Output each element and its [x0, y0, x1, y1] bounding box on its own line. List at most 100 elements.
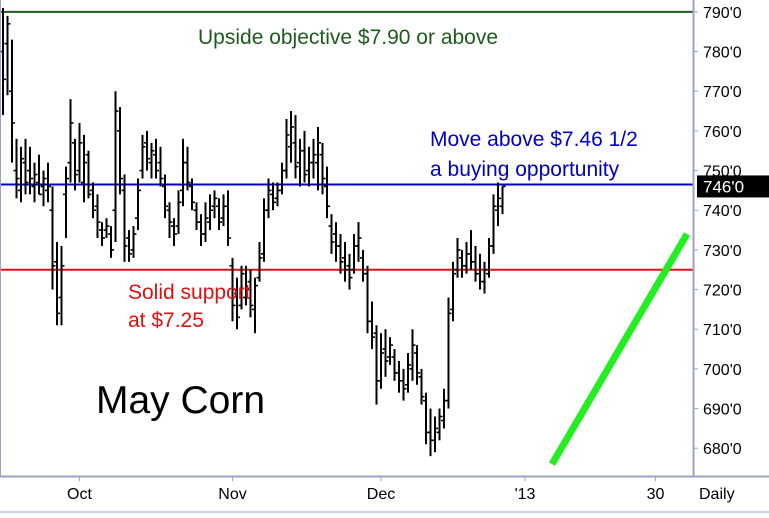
price-bar: [454, 238, 461, 278]
price-axis-tick-label: 710'0: [703, 322, 742, 339]
price-bar: [445, 297, 452, 409]
price-axis-tick-label: 770'0: [703, 84, 742, 101]
uptrend-line: [548, 232, 691, 466]
annotation-labels-layer: May Corn Upside objective $7.90 or above…: [96, 26, 638, 422]
price-bar: [148, 142, 155, 179]
last-price-label: 746'0: [703, 177, 744, 196]
price-bar: [9, 39, 15, 163]
price-bar: [301, 130, 308, 183]
price-bar: [18, 146, 24, 203]
price-bar: [211, 190, 218, 219]
price-bar: [499, 185, 506, 215]
price-bar: [418, 368, 425, 405]
price-bar: [328, 214, 335, 254]
time-axis-tick-label: Dec: [367, 486, 395, 503]
price-bar: [175, 190, 182, 235]
time-axis-tick-label: Nov: [218, 486, 246, 503]
price-bar: [103, 218, 110, 238]
price-bar: [310, 138, 317, 179]
price-bar: [247, 269, 254, 318]
price-bar: [495, 182, 501, 227]
price-bar: [36, 154, 42, 196]
price-bar: [432, 416, 438, 453]
price-bar: [202, 202, 209, 242]
price-bar: [40, 170, 47, 207]
price-bar: [342, 241, 348, 282]
price-bar: [49, 186, 56, 290]
frequency-label: Daily: [699, 486, 735, 503]
price-bar: [436, 408, 443, 441]
price-bar: [63, 166, 69, 238]
price-axis-tick-label: 690'0: [703, 402, 742, 419]
price-bar: [126, 230, 132, 262]
price-bar: [72, 138, 78, 191]
price-axis-tick-label: 780'0: [703, 45, 742, 62]
price-bar: [324, 166, 330, 219]
price-bar: [355, 222, 362, 262]
price-bar: [238, 265, 245, 310]
price-bar: [76, 122, 83, 183]
price-bar: [225, 190, 231, 246]
price-bar: [207, 194, 213, 231]
price-bar: [252, 277, 258, 334]
price-bar: [94, 194, 101, 238]
price-bar: [166, 202, 173, 238]
price-bar: [405, 353, 411, 393]
price-axis-tick-label: 760'0: [703, 124, 742, 141]
reference-line-label-2: at $7.25: [128, 309, 204, 332]
price-bar: [283, 119, 290, 179]
price-bar: [243, 265, 249, 306]
price-bar: [265, 178, 272, 219]
price-bar: [31, 162, 38, 203]
reference-line-label-1: a buying opportunity: [430, 158, 620, 181]
price-bar: [90, 182, 96, 219]
price-bar: [229, 257, 236, 322]
price-bar: [108, 226, 114, 258]
chart-title: May Corn: [96, 379, 265, 422]
price-bar: [409, 329, 416, 381]
price-bar: [400, 368, 407, 401]
price-bar: [99, 222, 105, 246]
price-bar: [378, 333, 384, 389]
last-price-badge: [697, 175, 769, 198]
price-axis-tick-label: 790'0: [703, 5, 742, 22]
price-bar: [216, 198, 222, 231]
price-bar: [189, 178, 195, 211]
price-bar: [112, 91, 119, 242]
trendline-layer: [548, 232, 691, 466]
price-bar: [319, 142, 326, 195]
price-bar: [292, 115, 299, 179]
price-bar: [382, 329, 389, 377]
last-price-marker: 746'0: [697, 175, 769, 198]
price-bar: [315, 126, 321, 191]
reference-line-label-0: Upside objective $7.90 or above: [198, 26, 498, 49]
price-bar: [67, 99, 74, 183]
price-bar: [135, 178, 141, 231]
time-axis-tick-label: 30: [647, 486, 665, 503]
price-bar: [171, 218, 177, 246]
price-bar: [139, 134, 146, 179]
price-bar: [337, 234, 344, 274]
price-bar: [256, 241, 263, 282]
price-bar: [81, 134, 87, 203]
price-bar: [450, 261, 456, 322]
price-bar: [13, 138, 20, 199]
price-bar: [153, 138, 159, 179]
time-axis-tick-label: Oct: [67, 486, 92, 503]
price-axis-tick-label: 700'0: [703, 362, 742, 379]
price-axis-tick-label: 730'0: [703, 243, 742, 260]
price-axis-tick-label: 680'0: [703, 441, 742, 458]
price-axis-ticks: 680'0690'0700'0710'0720'0730'0740'0750'0…: [693, 5, 742, 458]
reference-line-label-1: Move above $7.46 1/2: [430, 128, 638, 151]
price-bar: [162, 174, 168, 219]
price-bar: [85, 150, 92, 199]
price-bar: [121, 174, 128, 262]
price-bar: [45, 162, 51, 203]
price-bar: [490, 194, 497, 254]
price-bar: [27, 146, 33, 195]
price-bar: [369, 301, 375, 350]
price-bar: [288, 111, 294, 163]
price-axis-tick-label: 740'0: [703, 203, 742, 220]
